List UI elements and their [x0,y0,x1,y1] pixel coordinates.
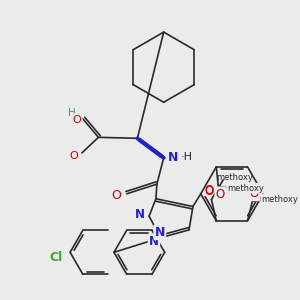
Text: O: O [250,187,259,200]
Text: O: O [73,115,81,125]
Text: Cl: Cl [49,251,62,264]
Text: O: O [73,115,81,125]
Text: N: N [168,151,178,164]
Text: O: O [250,187,259,200]
Text: O: O [216,188,225,201]
Text: ·H: ·H [181,152,193,162]
Text: N: N [154,226,165,239]
Text: methoxy: methoxy [216,173,253,182]
Text: N: N [135,208,145,221]
Text: O: O [111,189,121,202]
Text: O: O [216,188,225,201]
Text: O: O [70,151,78,161]
Text: O: O [111,189,121,202]
Text: H: H [68,108,76,118]
Text: CH₃: CH₃ [271,195,288,204]
Text: methoxy: methoxy [227,184,264,193]
Text: N: N [149,235,159,248]
Text: O: O [204,185,213,198]
Text: N: N [135,208,145,221]
Text: N: N [154,226,165,239]
Text: H: H [68,108,76,118]
Text: CH₃: CH₃ [237,184,254,193]
Text: methoxy: methoxy [261,195,298,204]
Text: N: N [168,151,178,164]
Text: Cl: Cl [49,251,62,264]
Text: O: O [70,151,78,161]
Text: N: N [149,235,159,248]
Text: ·H: ·H [181,152,193,162]
Text: O: O [204,184,213,197]
